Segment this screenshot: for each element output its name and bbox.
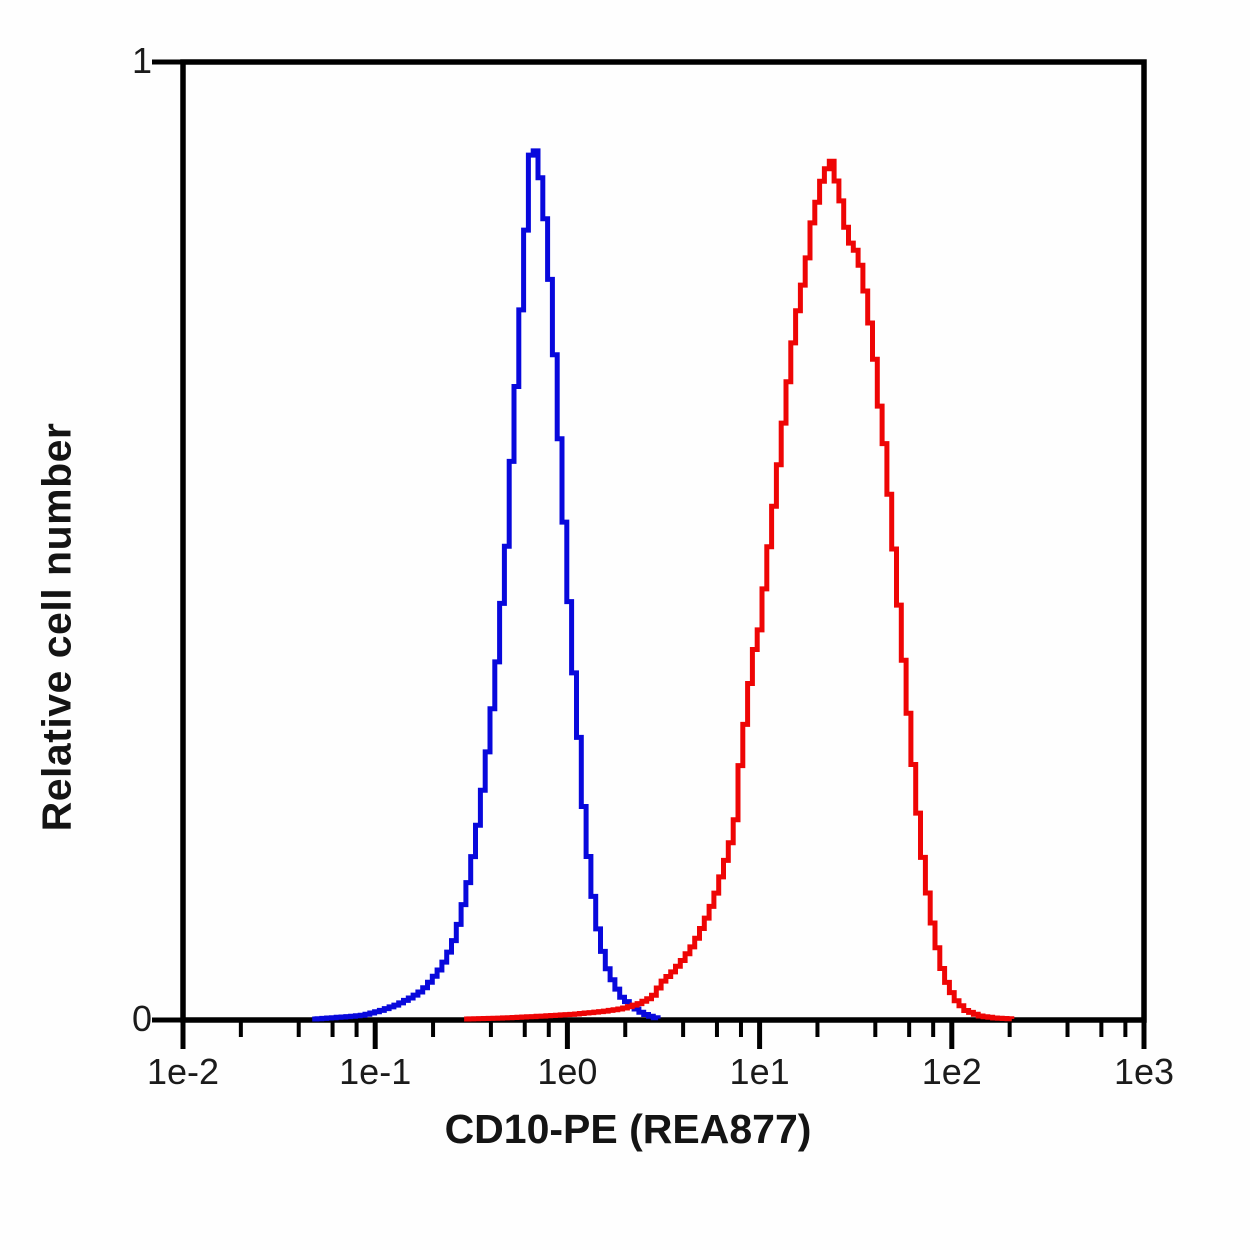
x-tick-label-1e2: 1e2: [921, 1051, 982, 1092]
x-axis-title: CD10-PE (REA877): [444, 1106, 812, 1152]
histogram-curve-stained-red: [464, 158, 1015, 1022]
x-tick-label-1e3: 1e3: [1113, 1051, 1175, 1092]
x-tick-label-1e-2: 1e-2: [146, 1051, 220, 1092]
x-tick-label-1e0: 1e0: [537, 1051, 598, 1092]
x-tick-label-1e-1: 1e-1: [339, 1051, 412, 1092]
y-axis-label: Relative cell number: [33, 422, 80, 832]
axis-frame: [180, 59, 1147, 1023]
y-tick-label-0: 0: [131, 998, 152, 1040]
x-tick-label-1e1: 1e1: [729, 1051, 790, 1092]
histogram-curve-control-blue: [312, 148, 661, 1022]
y-tick-label-1: 1: [131, 40, 152, 82]
